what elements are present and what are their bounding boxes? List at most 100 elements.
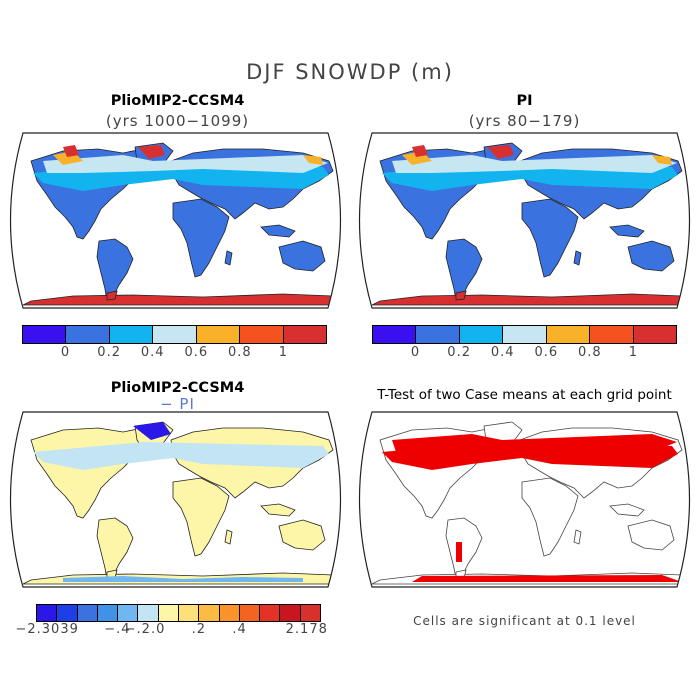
colorbar-swatch (459, 326, 504, 343)
colorbar-tick-label: 0.2 (447, 345, 471, 360)
colorbar-abs-right-ticks: 0 0.2 0.4 0.6 0.8 1 (372, 345, 677, 365)
colorbar-abs-left-ticks: 0 0.2 0.4 0.6 0.8 1 (22, 345, 327, 365)
colorbar-swatch (23, 326, 67, 343)
colorbar-tick-label: −.2 (124, 622, 151, 637)
colorbar-tick-label: 0.2 (97, 345, 121, 360)
map-bottom-left (9, 411, 342, 588)
colorbar-diff (36, 604, 321, 622)
colorbar-swatch (633, 326, 676, 343)
panel-bl-title: PlioMIP2-CCSM4 (110, 380, 245, 396)
land-antarcticaPen (455, 290, 467, 301)
sig-band-north2 (392, 434, 677, 452)
colorbar-swatch (546, 326, 591, 343)
colorbar-swatch (158, 605, 179, 621)
colorbar-swatch (239, 605, 261, 621)
diff-band-antarctic (63, 576, 303, 582)
panel-tl-subtitle: (yrs 1000−1099) (105, 112, 250, 130)
colorbar-tick-label: 0.4 (490, 345, 515, 360)
colorbar-swatch (77, 605, 98, 621)
colorbar-tick-label: 1 (628, 345, 639, 360)
colorbar-abs-left (22, 325, 327, 344)
colorbar-tick-label: .4 (232, 622, 247, 637)
colorbar-swatch (260, 605, 281, 621)
colorbar-swatch (153, 326, 197, 343)
land-madagascar (224, 529, 233, 545)
colorbar-swatch (178, 605, 200, 621)
land-australia (278, 240, 326, 272)
colorbar-swatch (37, 605, 58, 621)
colorbar-tick-label: .0 (150, 622, 166, 637)
map-bottom-right (358, 411, 691, 588)
significance-note: Cells are significant at 0.1 level (413, 614, 636, 628)
colorbar-swatch (283, 326, 326, 343)
map-frame (9, 132, 342, 309)
land-africa (521, 198, 579, 278)
land-indonesia (609, 224, 645, 238)
snow-band-red (412, 145, 514, 159)
diff-band-negative (133, 422, 171, 440)
colorbar-tick-label: 0.8 (578, 345, 602, 360)
colorbar-swatch (219, 605, 240, 621)
colorbar-abs-right (372, 325, 677, 344)
panel-br-title: T-Test of two Case means at each grid po… (377, 387, 672, 403)
colorbar-swatch (196, 326, 241, 343)
land-australia (627, 519, 675, 551)
colorbar-swatch (138, 605, 159, 621)
colorbar-swatch (503, 326, 547, 343)
colorbar-tick-label: 0.6 (534, 345, 559, 360)
land-australia (627, 240, 675, 272)
colorbar-swatch (416, 326, 460, 343)
panel-tr-title: PI (516, 93, 533, 109)
diff-band-light (33, 442, 329, 470)
colorbar-swatch (66, 326, 110, 343)
colorbar-tick-label: −.4 (104, 622, 131, 637)
land-africa (521, 477, 579, 557)
land-indonesia (609, 503, 645, 517)
sig-band-andes (456, 542, 462, 562)
land-indonesia (260, 224, 296, 238)
land-antarctica (371, 293, 690, 306)
colorbar-tick-label: 0.8 (228, 345, 252, 360)
colorbar-swatch (97, 605, 119, 621)
colorbar-diff-ticks: −2.3039 −.4 −.2.0 .2 .4 2.178 (15, 622, 326, 642)
colorbar-swatch (590, 326, 634, 343)
snow-band-red (63, 145, 165, 159)
land-madagascar (573, 250, 582, 266)
land-africa (172, 477, 230, 557)
sig-band-antarctic (412, 575, 682, 582)
land-antarcticaPen (106, 290, 118, 301)
colorbar-swatch (57, 605, 78, 621)
colorbar-tick-label: 0.6 (184, 345, 209, 360)
map-top-left (9, 132, 342, 309)
land-antarctica (22, 293, 341, 306)
colorbar-swatch (199, 605, 220, 621)
panel-tl-title: PlioMIP2-CCSM4 (110, 93, 245, 109)
colorbar-tick-label: −2.3039 (15, 622, 79, 637)
map-frame (358, 132, 691, 309)
land-africa (172, 198, 230, 278)
colorbar-tick-label: 2.178 (285, 622, 328, 637)
land-madagascar (573, 529, 582, 545)
land-australia (278, 519, 326, 551)
snow-band-light (392, 155, 677, 173)
colorbar-tick-label: 0 (60, 345, 71, 360)
map-frame (358, 411, 691, 588)
panel-bl-subtitle: − PI (160, 395, 195, 413)
colorbar-swatch (300, 605, 320, 621)
colorbar-tick-label: 0 (410, 345, 421, 360)
colorbar-tick-label: 0.4 (140, 345, 165, 360)
colorbar-swatch (118, 605, 139, 621)
colorbar-tick-label: .2 (191, 622, 207, 637)
colorbar-swatch (373, 326, 417, 343)
land-madagascar (224, 250, 233, 266)
colorbar-swatch (280, 605, 301, 621)
snow-band-light (43, 155, 328, 173)
map-frame (9, 411, 342, 588)
colorbar-tick-label: 1 (278, 345, 289, 360)
main-title: DJF SNOWDP (m) (246, 60, 454, 84)
map-top-right (358, 132, 691, 309)
panel-tr-subtitle: (yrs 80−179) (468, 112, 581, 130)
colorbar-swatch (109, 326, 154, 343)
colorbar-swatch (240, 326, 284, 343)
land-indonesia (260, 503, 296, 517)
